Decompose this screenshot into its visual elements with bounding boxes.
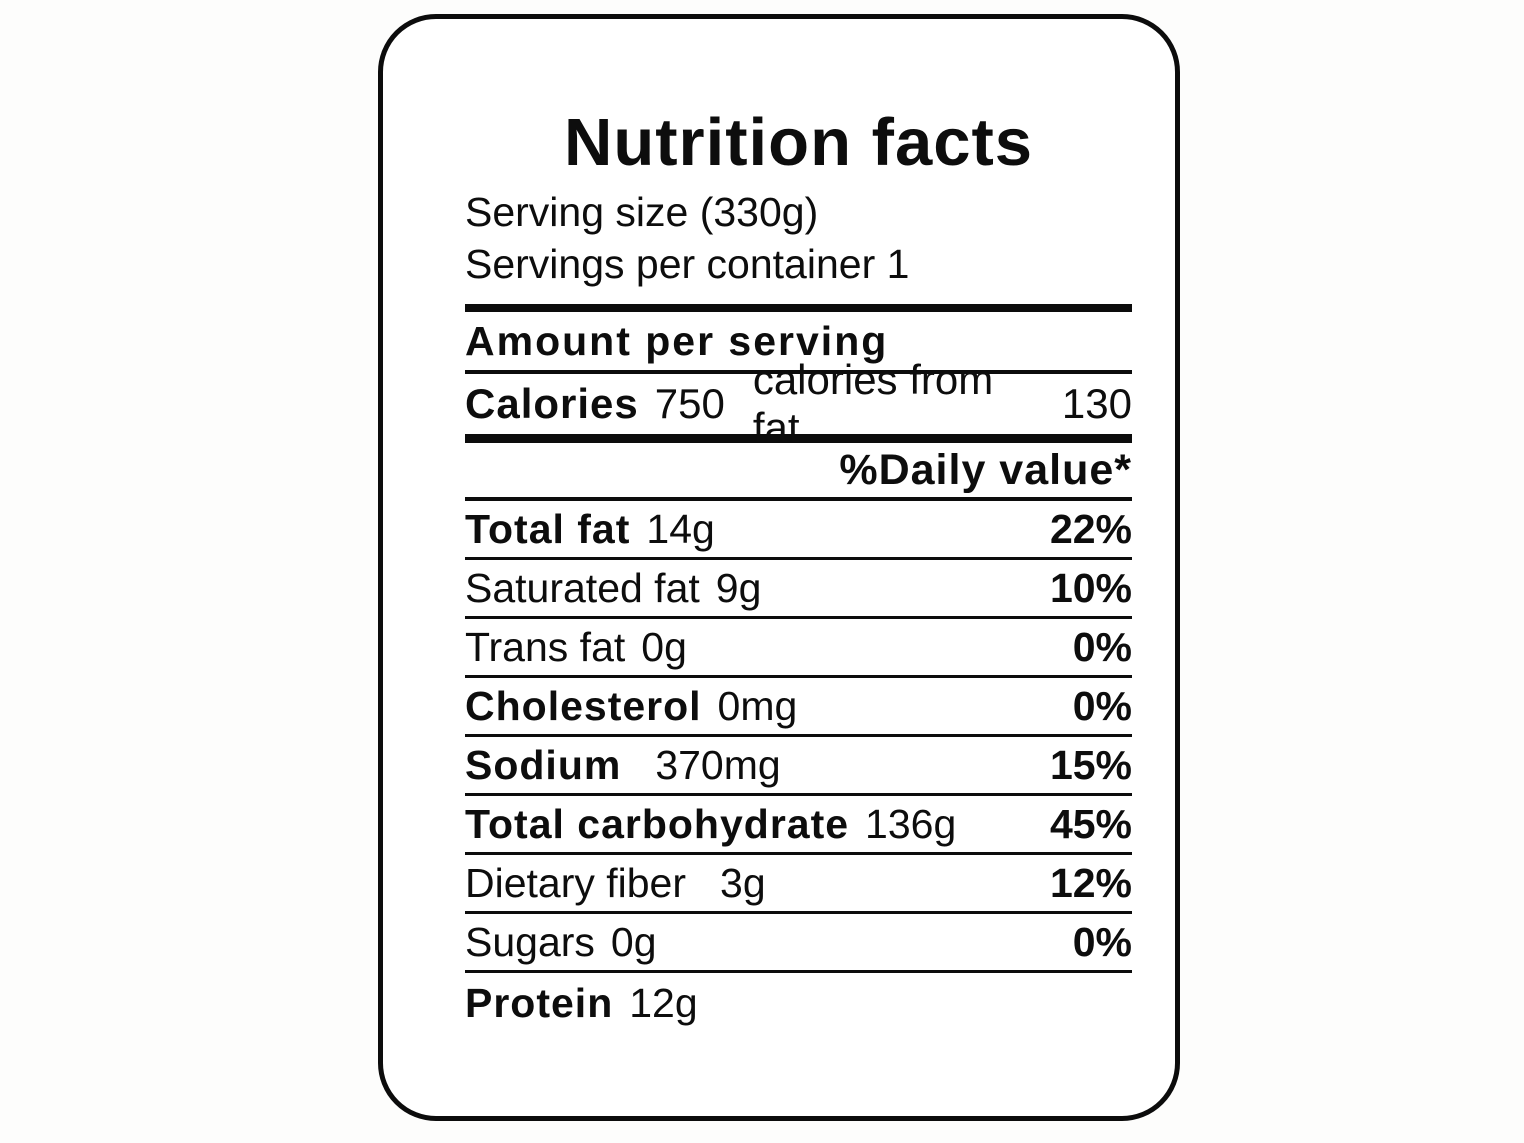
nutrient-amount: 9g [715, 564, 762, 611]
calories-from-fat-value: 130 [1061, 380, 1132, 427]
nutrient-row-sugars: Sugars 0g 0% [465, 914, 1132, 973]
serving-size: Serving size (330g) [465, 189, 819, 235]
nutrient-name: Trans fat [465, 623, 626, 670]
servings-per-container: Servings per container 1 [465, 241, 910, 287]
nutrient-daily-value: 0% [1072, 918, 1132, 965]
nutrient-row-dietary-fiber: Dietary fiber 3g 12% [465, 855, 1132, 914]
nutrient-amount: 14g [646, 505, 715, 552]
nutrient-daily-value: 15% [1049, 741, 1132, 788]
label-content: Nutrition facts Serving size (330g) Serv… [465, 19, 1132, 1116]
nutrient-amount: 0g [610, 918, 657, 965]
daily-value-header: %Daily value* [465, 443, 1132, 501]
nutrient-daily-value: 10% [1049, 564, 1132, 611]
nutrient-row-cholesterol: Cholesterol 0mg 0% [465, 678, 1132, 737]
thick-divider-top [465, 304, 1132, 312]
nutrient-name: Saturated fat [465, 564, 700, 611]
nutrition-label: Nutrition facts Serving size (330g) Serv… [378, 14, 1180, 1121]
amount-per-serving-header: Amount per serving [465, 312, 1132, 374]
nutrient-daily-value: 0% [1072, 623, 1132, 670]
nutrient-daily-value: 45% [1049, 800, 1132, 847]
thick-divider-calories [465, 434, 1132, 443]
nutrient-row-protein: Protein 12g [465, 973, 1132, 1033]
nutrient-amount: 136g [865, 800, 957, 847]
nutrient-name: Cholesterol [465, 682, 702, 729]
nutrient-row-total-fat: Total fat 14g 22% [465, 501, 1132, 560]
nutrient-amount: 370mg [655, 741, 781, 788]
nutrient-name: Total fat [465, 505, 631, 552]
serving-info: Serving size (330g) Servings per contain… [465, 186, 1132, 290]
daily-value-header-label: %Daily value* [839, 445, 1132, 494]
nutrient-name: Protein [465, 979, 614, 1026]
nutrient-daily-value: 12% [1049, 859, 1132, 906]
nutrient-row-total-carbohydrate: Total carbohydrate 136g 45% [465, 796, 1132, 855]
nutrient-daily-value: 0% [1072, 682, 1132, 729]
nutrient-daily-value: 22% [1049, 505, 1132, 552]
calories-value: 750 [654, 380, 725, 427]
nutrient-row-trans-fat: Trans fat 0g 0% [465, 619, 1132, 678]
nutrient-amount: 0mg [717, 682, 798, 729]
label-title: Nutrition facts [563, 105, 1034, 180]
nutrient-row-sodium: Sodium 370mg 15% [465, 737, 1132, 796]
nutrient-name: Sugars [465, 918, 595, 965]
calories-label: Calories [465, 380, 639, 427]
nutrient-name: Sodium [465, 741, 622, 788]
nutrient-row-saturated-fat: Saturated fat 9g 10% [465, 560, 1132, 619]
calories-from-fat-label: calories from fat [752, 356, 994, 451]
nutrient-amount: 3g [720, 859, 766, 906]
nutrient-name: Total carbohydrate [465, 800, 850, 847]
amount-per-serving-label: Amount per serving [465, 317, 889, 364]
nutrient-name: Dietary fiber [465, 859, 687, 906]
calories-row: Calories 750 calories from fat 130 [465, 356, 1132, 451]
nutrient-amount: 12g [629, 979, 698, 1026]
nutrient-amount: 0g [641, 623, 687, 670]
